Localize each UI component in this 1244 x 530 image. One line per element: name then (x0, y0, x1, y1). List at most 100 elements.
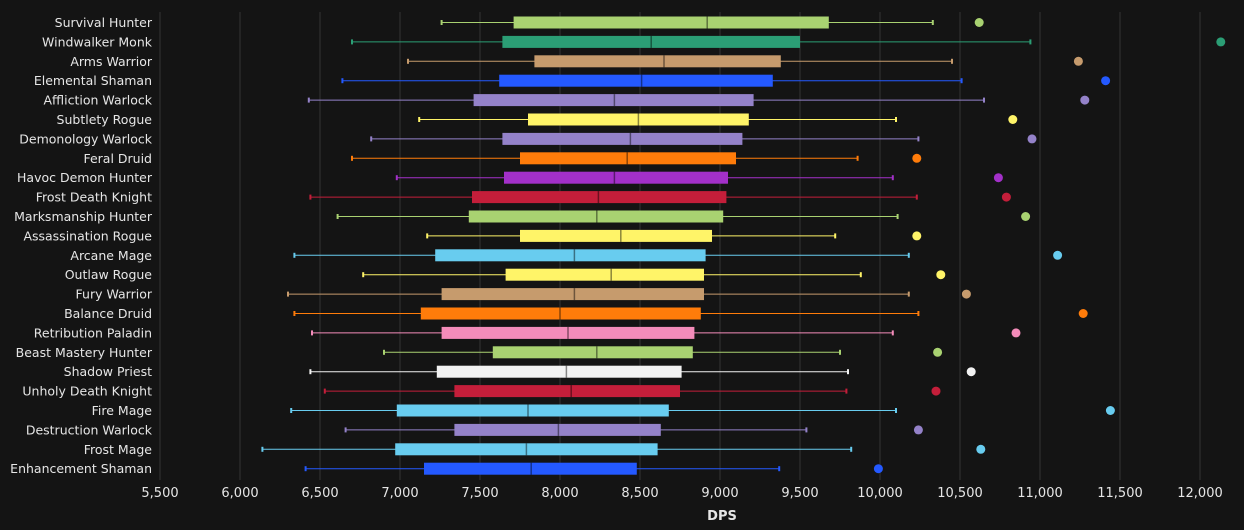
grid-layer (159, 12, 1201, 480)
box-iqr (395, 443, 658, 456)
box-row (293, 307, 1088, 320)
x-tick-label: 12,000 (1177, 486, 1223, 501)
box-row (440, 16, 984, 29)
outlier-point (976, 444, 986, 454)
x-axis-title: DPS (707, 509, 737, 524)
box-row (395, 171, 1003, 184)
box-iqr (468, 210, 724, 223)
category-label: Fire Mage (92, 403, 153, 418)
outlier-point (1011, 328, 1021, 338)
category-label: Elemental Shaman (34, 73, 152, 88)
category-label: Havoc Demon Hunter (17, 170, 153, 185)
outlier-point (933, 347, 943, 357)
category-label: Affliction Warlock (44, 93, 153, 108)
x-tick-label: 10,000 (857, 486, 903, 501)
box-iqr (420, 307, 701, 320)
category-label: Arcane Mage (70, 248, 152, 263)
outlier-point (931, 386, 941, 396)
outlier-point (974, 18, 984, 27)
x-tick-labels: 5,500 6,000 6,500 7,000 7,500 8,000 8,500 9,000… (141, 486, 1222, 501)
box-row (383, 346, 943, 359)
box-iqr (534, 55, 781, 68)
category-label: Windwalker Monk (42, 34, 153, 49)
x-tick-label: 7,500 (461, 486, 498, 501)
box-row (287, 288, 971, 301)
x-tick-label: 9,500 (781, 486, 818, 501)
box-iqr (502, 35, 800, 48)
x-tick-label: 11,500 (1097, 486, 1143, 501)
category-label: Balance Druid (64, 306, 152, 321)
box-iqr (473, 94, 754, 107)
outlier-point (1027, 134, 1037, 144)
outlier-point (993, 173, 1003, 183)
box-row (370, 132, 1037, 145)
x-tick-label: 6,000 (221, 486, 258, 501)
box-row (426, 229, 922, 242)
category-label: Assassination Rogue (23, 228, 152, 243)
box-iqr (424, 462, 637, 475)
box-row (304, 462, 883, 475)
outlier-point (1008, 115, 1018, 124)
outlier-point (913, 425, 923, 435)
category-label: Arms Warrior (70, 54, 153, 69)
outlier-point (1105, 406, 1115, 415)
outlier-point (912, 231, 922, 241)
category-label: Subtlety Rogue (57, 112, 153, 127)
category-label: Survival Hunter (55, 15, 153, 30)
box-iqr (502, 132, 743, 145)
category-label: Enhancement Shaman (10, 461, 152, 476)
box-iqr (435, 249, 706, 262)
outlier-point (1101, 76, 1111, 86)
category-label: Shadow Priest (64, 364, 152, 379)
outlier-point (1078, 309, 1088, 318)
box-row (344, 423, 923, 436)
box-row (341, 74, 1111, 87)
box-iqr (492, 346, 693, 359)
box-iqr (528, 113, 749, 126)
category-label: Unholy Death Knight (22, 384, 152, 399)
box-row (362, 268, 946, 281)
box-iqr (454, 385, 680, 398)
box-row (418, 113, 1018, 126)
x-tick-label: 7,000 (381, 486, 418, 501)
box-iqr (520, 229, 712, 242)
category-label: Demonology Warlock (19, 131, 152, 146)
box-row (407, 55, 1083, 68)
box-iqr (472, 191, 727, 204)
outlier-point (966, 367, 976, 377)
outlier-point (873, 464, 883, 474)
box-row (293, 249, 1063, 262)
category-label: Feral Druid (83, 151, 152, 166)
category-label: Destruction Warlock (26, 422, 153, 437)
category-label: Retribution Paladin (34, 325, 152, 340)
category-label: Marksmanship Hunter (14, 209, 153, 224)
category-label: Fury Warrior (76, 287, 153, 302)
box-iqr (505, 268, 704, 281)
outlier-point (936, 270, 946, 280)
x-tick-label: 5,500 (141, 486, 178, 501)
x-tick-label: 8,500 (621, 486, 658, 501)
outlier-point (1001, 192, 1011, 202)
box-iqr (520, 152, 736, 165)
outlier-point (1053, 250, 1063, 260)
x-tick-label: 9,000 (701, 486, 738, 501)
box-row (309, 365, 976, 378)
outlier-point (961, 289, 971, 299)
outlier-point (912, 153, 922, 163)
box-iqr (436, 365, 682, 378)
box-row (261, 443, 986, 456)
box-row (323, 385, 941, 398)
box-row (290, 404, 1115, 417)
x-tick-label: 6,500 (301, 486, 338, 501)
box-iqr (396, 404, 669, 417)
box-iqr (441, 288, 704, 301)
outlier-point (1021, 212, 1031, 221)
box-row (309, 191, 1011, 204)
box-row (307, 94, 1090, 107)
box-iqr (454, 423, 661, 436)
outlier-point (1073, 56, 1083, 66)
box-iqr (513, 16, 829, 29)
box-iqr (504, 171, 728, 184)
